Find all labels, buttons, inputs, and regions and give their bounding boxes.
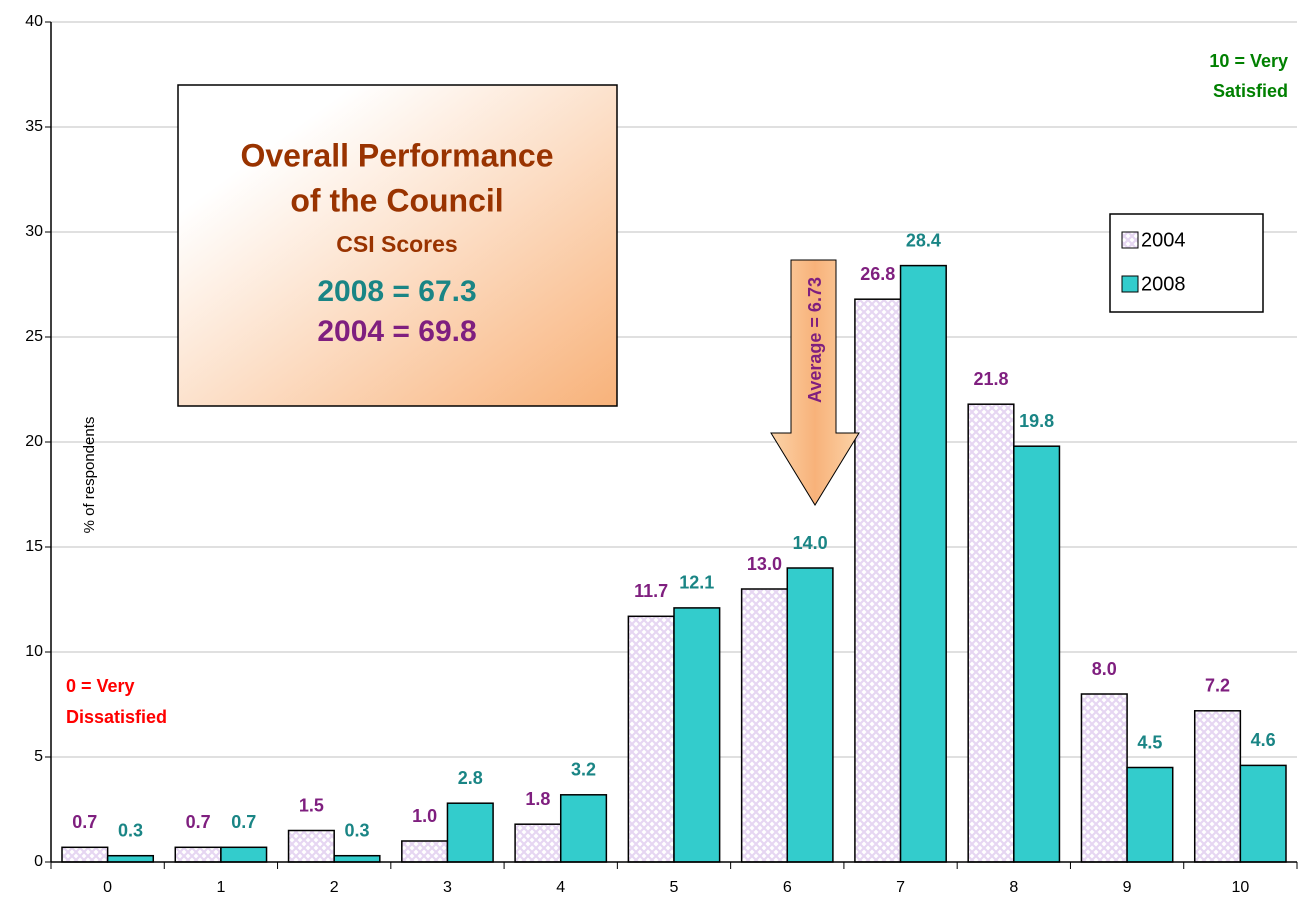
x-tick-label: 2	[330, 879, 339, 896]
y-tick-label: 0	[34, 853, 43, 870]
bar	[1126, 766, 1174, 863]
y-tick-label: 30	[25, 223, 43, 240]
score-line: 2004 = 69.8	[317, 315, 476, 348]
x-tick-label: 1	[216, 879, 225, 896]
value-label: 8.0	[1092, 659, 1117, 679]
legend-label: 2008	[1141, 273, 1186, 295]
x-tick-label: 0	[103, 879, 112, 896]
score-line: 2008 = 67.3	[317, 275, 476, 308]
bar	[786, 567, 834, 863]
value-label: 1.5	[299, 795, 324, 815]
value-label: 2.8	[458, 768, 483, 788]
bar	[514, 823, 562, 863]
value-label: 26.8	[860, 264, 895, 284]
high-note: 10 = Very	[1209, 51, 1288, 71]
bar	[401, 840, 449, 863]
x-tick-label: 7	[896, 879, 905, 896]
value-label: 21.8	[973, 369, 1008, 389]
y-tick-label: 40	[25, 13, 43, 30]
bar	[854, 298, 902, 863]
value-label: 14.0	[793, 533, 828, 553]
value-label: 4.5	[1137, 732, 1162, 752]
bar	[740, 588, 789, 863]
bar	[967, 403, 1015, 863]
value-label: 28.4	[906, 230, 941, 250]
x-tick-label: 10	[1231, 879, 1249, 896]
average-arrow	[770, 259, 860, 506]
y-tick-label: 25	[25, 328, 43, 345]
bar	[287, 829, 335, 863]
bar	[61, 846, 109, 863]
value-label: 4.6	[1251, 730, 1276, 750]
title-line: of the Council	[290, 182, 503, 218]
x-tick-label: 4	[556, 879, 565, 896]
bar	[333, 854, 381, 863]
legend-swatch	[1121, 231, 1139, 249]
value-label: 3.2	[571, 760, 596, 780]
bar	[1013, 445, 1061, 863]
y-tick-label: 15	[25, 538, 43, 555]
value-label: 7.2	[1205, 676, 1230, 696]
value-label: 0.7	[72, 812, 97, 832]
title-line: Overall Performance	[240, 137, 553, 173]
subtitle: CSI Scores	[336, 231, 457, 257]
value-label: 13.0	[747, 554, 782, 574]
value-label: 12.1	[679, 573, 714, 593]
bar	[1239, 764, 1287, 863]
bar	[106, 854, 155, 863]
bar	[627, 615, 675, 863]
y-tick-label: 20	[25, 433, 43, 450]
average-note: Average = 6.73	[805, 277, 825, 403]
legend-label: 2004	[1141, 229, 1186, 251]
bar	[673, 607, 721, 863]
bar	[1080, 693, 1128, 863]
low-note: Dissatisfied	[66, 707, 167, 727]
y-tick-label: 10	[25, 643, 43, 660]
value-label: 11.7	[634, 581, 668, 601]
bar	[174, 846, 222, 863]
x-tick-label: 9	[1123, 879, 1132, 896]
value-label: 0.3	[118, 820, 143, 840]
x-tick-label: 5	[670, 879, 679, 896]
bar	[220, 846, 268, 863]
bar	[559, 794, 608, 863]
high-note: Satisfied	[1213, 81, 1288, 101]
legend	[1109, 213, 1264, 313]
value-label: 19.8	[1019, 411, 1054, 431]
y-tick-label: 5	[34, 748, 43, 765]
y-tick-label: 35	[25, 118, 43, 135]
value-label: 0.7	[186, 812, 211, 832]
bar	[899, 264, 947, 863]
bar	[446, 802, 494, 863]
x-tick-label: 8	[1009, 879, 1018, 896]
bar	[1193, 710, 1242, 863]
x-tick-label: 6	[783, 879, 792, 896]
legend-swatch	[1121, 275, 1139, 293]
value-label: 1.8	[525, 789, 550, 809]
value-label: 1.0	[412, 806, 437, 826]
value-label: 0.3	[344, 820, 369, 840]
value-label: 0.7	[231, 812, 256, 832]
y-axis-label: % of respondents	[81, 417, 98, 534]
title-box	[177, 84, 618, 407]
low-note: 0 = Very	[66, 676, 135, 696]
x-tick-label: 3	[443, 879, 452, 896]
